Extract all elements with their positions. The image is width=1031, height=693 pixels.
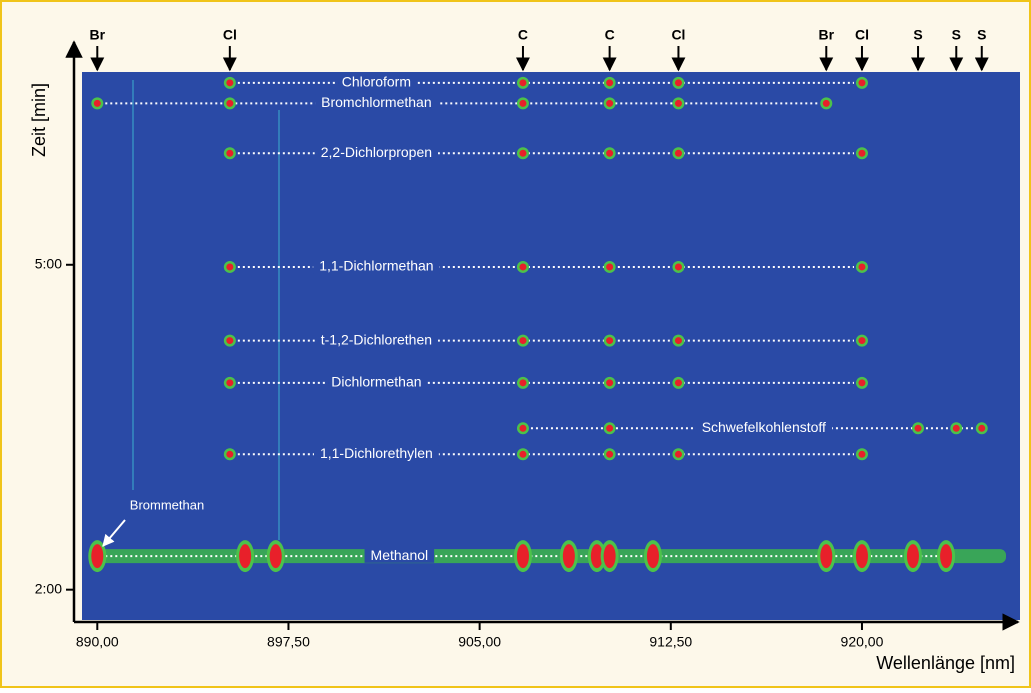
peak (603, 544, 616, 569)
peak (519, 263, 527, 271)
peak (606, 379, 614, 387)
element-label: C (605, 27, 615, 43)
peak (606, 79, 614, 87)
element-label: C (518, 27, 528, 43)
peak (674, 79, 682, 87)
peak (91, 544, 104, 569)
x-axis-title: Wellenlänge [nm] (876, 653, 1015, 673)
peak (858, 450, 866, 458)
peak (590, 544, 603, 569)
compound-label: Methanol (371, 547, 429, 563)
peak (858, 149, 866, 157)
element-label: S (913, 27, 922, 43)
peak (226, 450, 234, 458)
peak (562, 544, 575, 569)
compound-label: Bromchlormethan (321, 94, 432, 110)
peak (519, 424, 527, 432)
compound-label: 2,2-Dichlorpropen (321, 144, 432, 160)
peak (646, 544, 659, 569)
peak (606, 149, 614, 157)
peak (674, 337, 682, 345)
peak (858, 337, 866, 345)
peak (606, 424, 614, 432)
label-bg (313, 257, 440, 274)
x-tick-label: 920,00 (841, 634, 884, 650)
peak (674, 149, 682, 157)
label-bg (695, 419, 833, 436)
label-bg (315, 94, 438, 111)
compound-label: Dichlormethan (331, 374, 421, 390)
peak (606, 337, 614, 345)
compound-label: 1,1-Dichlormethan (319, 258, 433, 274)
peak (519, 337, 527, 345)
peak (239, 544, 252, 569)
peak (93, 99, 101, 107)
peak (820, 544, 833, 569)
label-bg (335, 73, 418, 90)
peak (674, 99, 682, 107)
element-label: Cl (223, 27, 237, 43)
peak (226, 149, 234, 157)
peak (519, 379, 527, 387)
peak (226, 379, 234, 387)
peak (519, 99, 527, 107)
peak (606, 450, 614, 458)
peak (858, 263, 866, 271)
element-label: Cl (671, 27, 685, 43)
peak (978, 424, 986, 432)
peak (822, 99, 830, 107)
peak (606, 263, 614, 271)
element-label: Br (90, 27, 106, 43)
label-bg (364, 546, 435, 563)
peak (606, 99, 614, 107)
compound-label: Schwefelkohlenstoff (702, 419, 826, 435)
label-bg (314, 143, 439, 160)
element-label: Br (819, 27, 835, 43)
peak (906, 544, 919, 569)
band (89, 549, 1007, 564)
y-tick-label: 5:00 (35, 255, 62, 271)
peak (952, 424, 960, 432)
x-tick-label: 890,00 (76, 634, 119, 650)
peak (519, 79, 527, 87)
peak (516, 544, 529, 569)
plot-area (82, 72, 1020, 620)
annotation-arrow (102, 519, 126, 547)
peak (226, 263, 234, 271)
x-tick-label: 897,50 (267, 634, 310, 650)
peak (858, 379, 866, 387)
peak (519, 149, 527, 157)
peak (674, 379, 682, 387)
peak (226, 337, 234, 345)
peak (226, 79, 234, 87)
compound-label: 1,1-Dichlorethylen (320, 445, 433, 461)
label-bg (325, 373, 428, 390)
label-bg (314, 331, 439, 348)
x-tick-label: 905,00 (458, 634, 501, 650)
peak (858, 79, 866, 87)
y-tick-label: 2:00 (35, 580, 62, 596)
marks: Chloroform Bromchlormethan 2,2-Dichlorprop… (88, 73, 1007, 573)
peak (914, 424, 922, 432)
peak (940, 544, 953, 569)
peak (226, 99, 234, 107)
y-axis-title: Zeit [min] (29, 83, 49, 157)
annotation: Brommethan (130, 497, 204, 512)
element-label: S (952, 27, 961, 43)
peak (519, 450, 527, 458)
compound-label: t-1,2-Dichlorethen (321, 331, 432, 347)
element-label: S (977, 27, 986, 43)
x-tick-label: 912,50 (649, 634, 692, 650)
label-bg (313, 445, 439, 462)
peak (674, 263, 682, 271)
peak (855, 544, 868, 569)
compound-label: Chloroform (342, 74, 411, 90)
peak (269, 544, 282, 569)
peak (674, 450, 682, 458)
element-label: Cl (855, 27, 869, 43)
